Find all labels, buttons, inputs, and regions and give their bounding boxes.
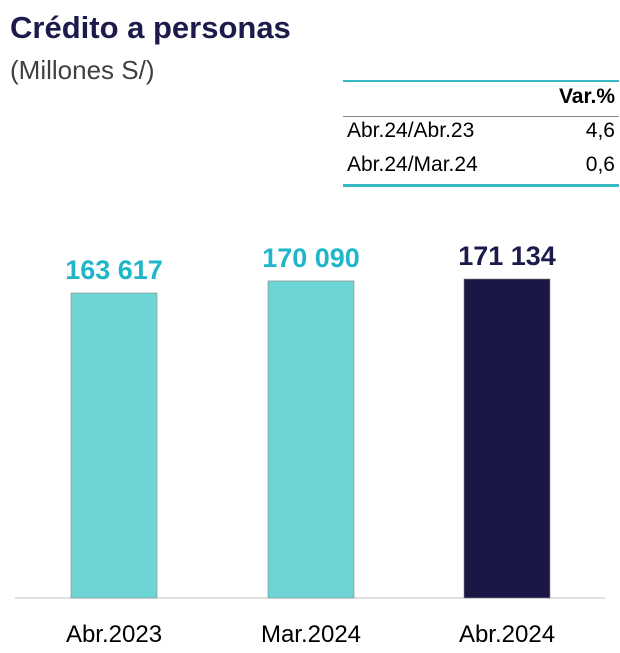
bar	[70, 292, 158, 599]
table-top-rule	[343, 80, 619, 82]
chart-subtitle: (Millones S/)	[10, 55, 155, 85]
variation-row-value: 4,6	[585, 119, 615, 142]
variation-row-label: Abr.24/Abr.23	[347, 119, 475, 142]
variation-header: Var.%	[558, 85, 615, 108]
data-label: 171 134	[458, 241, 556, 271]
table-bottom-rule	[343, 184, 619, 187]
variation-row: Abr.24/Mar.24 0,6	[343, 148, 619, 182]
variation-table: Var.% Abr.24/Abr.23 4,6 Abr.24/Mar.24 0,…	[343, 80, 619, 182]
variation-table-header-row: Var.%	[343, 80, 619, 114]
data-label: 170 090	[262, 243, 360, 273]
variation-row-value: 0,6	[585, 153, 615, 176]
data-label: 163 617	[65, 255, 163, 285]
table-header-rule	[343, 116, 619, 117]
variation-row-label: Abr.24/Mar.24	[347, 153, 478, 176]
category-label: Abr.2024	[459, 621, 555, 648]
chart-title: Crédito a personas	[10, 10, 291, 45]
category-label: Mar.2024	[261, 621, 361, 648]
category-label: Abr.2023	[66, 621, 162, 648]
bar	[267, 280, 355, 599]
variation-row: Abr.24/Abr.23 4,6	[343, 114, 619, 148]
bar	[463, 278, 551, 599]
